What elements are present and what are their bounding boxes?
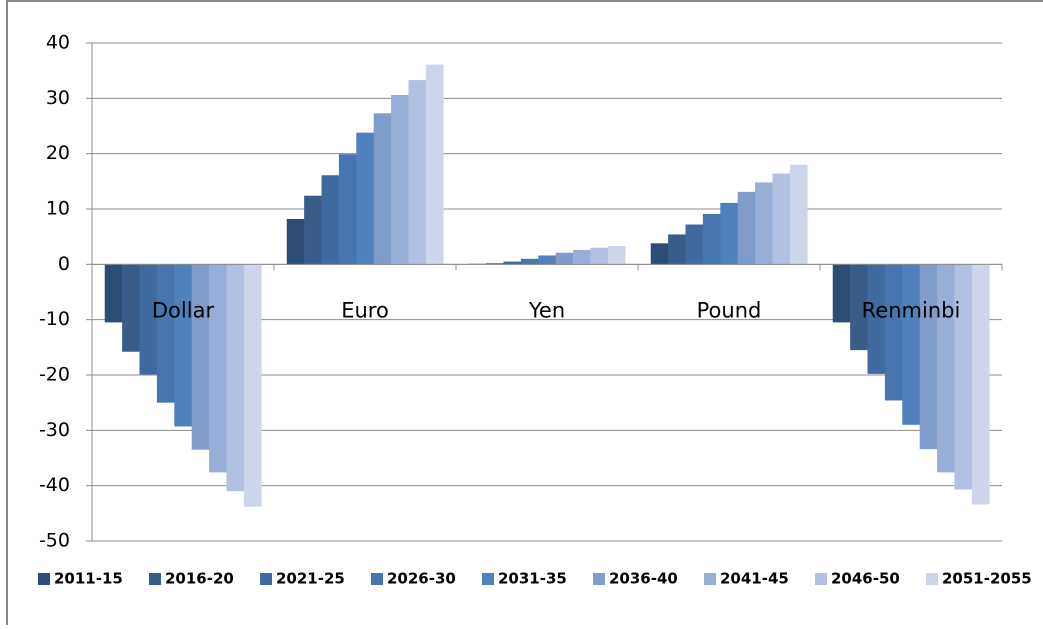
bar <box>850 264 868 351</box>
bar <box>720 202 738 265</box>
legend-swatch <box>149 573 161 585</box>
legend-label: 2046-50 <box>831 570 900 588</box>
legend-label: 2026-30 <box>387 570 456 588</box>
bar <box>737 191 756 265</box>
bar <box>243 264 262 507</box>
y-tick-label: 10 <box>46 198 70 220</box>
y-tick-label: 40 <box>46 32 70 54</box>
x-tick-label: Dollar <box>152 298 215 322</box>
bar <box>789 164 808 265</box>
x-tick-label: Renminbi <box>862 298 961 322</box>
legend-swatch <box>482 573 494 585</box>
legend-label: 2016-20 <box>165 570 234 588</box>
legend-label: 2021-25 <box>276 570 345 588</box>
bar <box>573 249 591 265</box>
y-tick-label: -40 <box>39 474 70 496</box>
legend-swatch <box>704 573 716 585</box>
y-tick-label: 20 <box>46 142 70 164</box>
bar <box>702 213 721 265</box>
bar <box>356 132 374 265</box>
bar <box>425 64 444 265</box>
legend-label: 2036-40 <box>609 570 678 588</box>
legend-swatch <box>260 573 272 585</box>
bar <box>867 264 886 374</box>
legend-swatch <box>593 573 605 585</box>
bar <box>832 264 851 323</box>
bar <box>391 95 409 265</box>
legend-swatch <box>38 573 50 585</box>
bar <box>156 264 175 403</box>
bar <box>321 175 340 265</box>
y-tick-label: 30 <box>46 87 70 109</box>
x-tick-label: Euro <box>341 298 389 322</box>
y-tick-label: 0 <box>58 253 70 275</box>
bar <box>503 261 522 265</box>
legend-label: 2051-2055 <box>942 570 1032 588</box>
bar <box>209 264 227 473</box>
bar <box>139 264 158 375</box>
bar <box>555 252 574 265</box>
legend-label: 2031-35 <box>498 570 567 588</box>
bar <box>122 264 140 352</box>
bar <box>191 264 210 450</box>
bar <box>954 264 973 490</box>
legend-label: 2011-15 <box>54 570 123 588</box>
bar <box>902 264 920 425</box>
bar <box>937 264 955 473</box>
bar <box>668 234 686 265</box>
bar <box>685 224 704 265</box>
bar <box>104 264 123 323</box>
bar <box>919 264 938 450</box>
x-tick-label: Yen <box>528 298 565 322</box>
bar <box>174 264 192 427</box>
bar <box>486 263 504 265</box>
y-tick-label: -30 <box>39 419 70 441</box>
y-tick-label: -10 <box>39 308 70 330</box>
bar <box>408 80 427 265</box>
legend-swatch <box>926 573 938 585</box>
bar <box>286 218 305 265</box>
bar <box>520 258 539 265</box>
legend-swatch <box>815 573 827 585</box>
bar <box>304 195 322 265</box>
legend-swatch <box>371 573 383 585</box>
x-tick-label: Pound <box>697 298 762 322</box>
bar <box>590 247 609 265</box>
y-tick-label: -20 <box>39 364 70 386</box>
bar <box>650 243 669 265</box>
bar <box>607 246 626 265</box>
bar <box>373 113 392 265</box>
bar <box>772 173 791 265</box>
bar <box>538 255 556 265</box>
bar <box>338 154 357 265</box>
bar <box>755 182 773 265</box>
bar <box>971 264 990 505</box>
y-tick-label: -50 <box>39 530 70 552</box>
bar <box>884 264 903 401</box>
bar <box>226 264 245 492</box>
legend-label: 2041-45 <box>720 570 789 588</box>
